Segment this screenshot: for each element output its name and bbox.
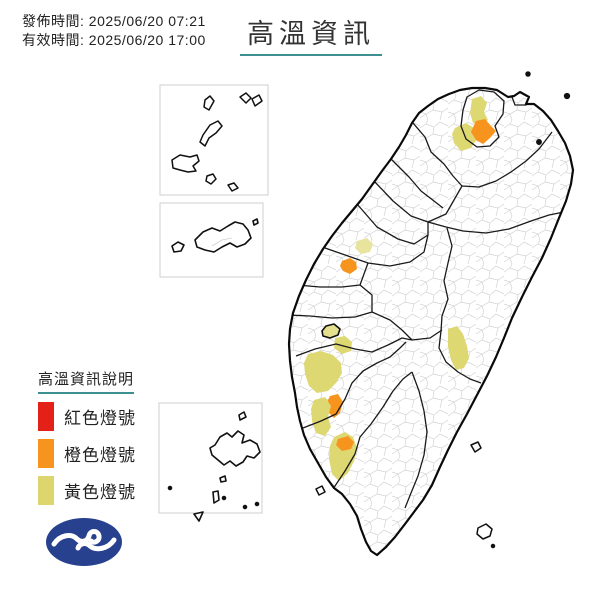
red-light-swatch: [38, 402, 54, 431]
taiwan-coastline: [287, 86, 575, 557]
page-title: 高溫資訊: [240, 12, 382, 56]
valid-time: 有效時間: 2025/06/20 17:00: [22, 32, 206, 48]
offshore-islets: [315, 71, 571, 549]
xiaoliuqiu-island: [315, 485, 326, 496]
red-light-label: 紅色燈號: [64, 409, 136, 428]
alert-patch-yellow-chiayi: [334, 336, 352, 354]
yellow-light-label: 黃色燈號: [64, 483, 136, 502]
alert-patch-outlined-chiayi-city: [321, 323, 341, 339]
alert-patch-yellow-taipei: [470, 96, 488, 127]
alert-patch-yellow-tainan-south: [311, 397, 331, 436]
alert-patch-yellow-huadong-valley: [448, 326, 469, 370]
pengjia-islet: [525, 71, 531, 77]
alert-patch-orange-tainan: [327, 394, 343, 418]
legend-row-red: 紅色燈號: [38, 402, 168, 431]
cwa-logo-wave-icon: [51, 529, 117, 552]
county-boundaries: [289, 89, 565, 509]
kinmen-islands: [171, 218, 259, 253]
alert-patches: [304, 96, 496, 481]
matsu-islands: [171, 92, 263, 192]
legend-row-yellow: 黃色燈號: [38, 476, 168, 505]
yellow-light-swatch: [38, 476, 54, 505]
orchid-islet-dot: [490, 543, 496, 549]
issue-times: 發佈時間: 2025/06/20 07:21 有效時間: 2025/06/20 …: [22, 12, 206, 50]
penghu-islands: [167, 411, 261, 522]
alert-patch-yellow-taichung: [355, 238, 373, 254]
alert-patch-orange-kaohsiung: [336, 436, 354, 451]
legend-row-orange: 橙色燈號: [38, 439, 168, 468]
mianhua-islet: [563, 92, 571, 100]
green-island: [470, 441, 482, 453]
legend: 高溫資訊說明 紅色燈號 橙色燈號 黃色燈號: [38, 368, 168, 513]
legend-title: 高溫資訊說明: [38, 368, 135, 394]
alert-patch-orange-changhua: [340, 258, 357, 274]
orange-light-label: 橙色燈號: [64, 446, 136, 465]
guishan-island: [536, 139, 542, 145]
alert-patch-yellow-newtaipei: [452, 123, 477, 151]
cwa-logo: [46, 518, 122, 566]
taiwan-main-island: [287, 86, 575, 557]
orchid-island: [476, 523, 493, 540]
alert-patch-yellow-tainan-north: [304, 351, 342, 393]
orange-light-swatch: [38, 439, 54, 468]
published-time: 發佈時間: 2025/06/20 07:21: [22, 13, 206, 29]
alert-patch-orange-newtaipei: [471, 119, 496, 144]
